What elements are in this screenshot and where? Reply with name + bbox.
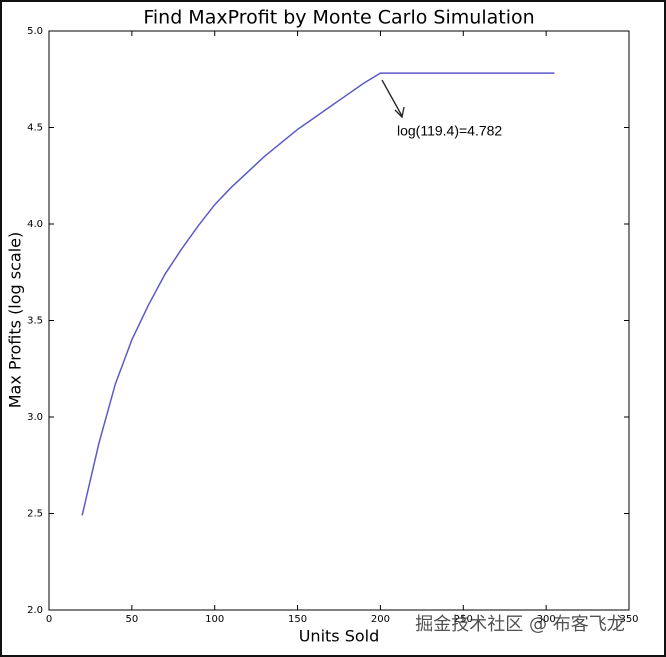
data-line: [81, 72, 555, 516]
x-tick-label: 300: [537, 614, 556, 625]
x-axis-label: Units Sold: [299, 627, 380, 646]
y-tick-label: 5.0: [27, 26, 43, 37]
x-tick-label: 0: [46, 614, 52, 625]
arrow-head: [394, 106, 405, 119]
watermark: 掘金技术社区 @ 布客飞龙: [415, 614, 624, 635]
annotation-arrow: [381, 79, 403, 117]
chart-title: Find MaxProfit by Monte Carlo Simulation: [143, 7, 534, 29]
y-tick-label: 4.5: [27, 123, 43, 134]
y-axis-label: Max Profits (log scale): [6, 232, 25, 409]
x-tick-label: 50: [125, 614, 138, 625]
y-tick-label: 2.0: [27, 605, 43, 616]
x-tick-label: 250: [454, 614, 473, 625]
annotation: log(119.4)=4.782: [397, 123, 502, 139]
y-tick-label: 4.0: [27, 219, 43, 230]
y-tick-label: 2.5: [27, 509, 43, 520]
y-tick-label: 3.5: [27, 316, 43, 327]
x-tick-label: 100: [205, 614, 224, 625]
y-tick-label: 3.0: [27, 412, 43, 423]
x-tick-label: 350: [619, 614, 638, 625]
x-tick-label: 200: [371, 614, 390, 625]
x-tick-label: 150: [288, 614, 307, 625]
